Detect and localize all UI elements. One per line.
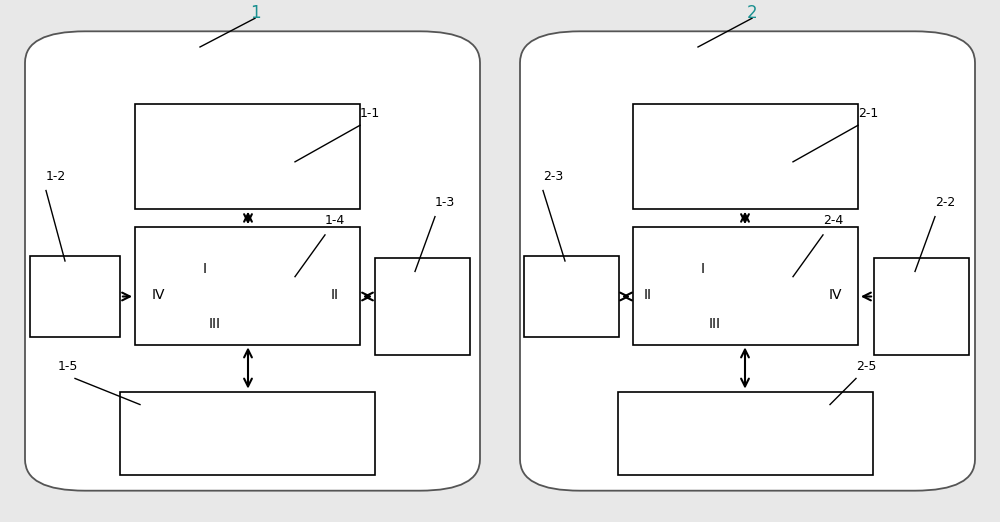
Text: 2-2: 2-2 xyxy=(935,196,955,209)
Bar xyxy=(633,227,858,345)
Text: 1-2: 1-2 xyxy=(46,170,66,183)
Text: III: III xyxy=(209,317,221,330)
Text: II: II xyxy=(331,288,339,302)
Bar xyxy=(874,258,969,355)
Bar xyxy=(135,227,360,345)
Text: II: II xyxy=(644,288,652,302)
Text: 2: 2 xyxy=(747,4,757,22)
Text: 1-3: 1-3 xyxy=(435,196,455,209)
Bar xyxy=(375,258,470,355)
Bar xyxy=(633,104,858,209)
Text: 1: 1 xyxy=(250,4,260,22)
FancyBboxPatch shape xyxy=(520,31,975,491)
Text: III: III xyxy=(709,317,721,330)
Bar xyxy=(524,256,619,337)
Text: I: I xyxy=(203,262,207,276)
Bar xyxy=(135,104,360,209)
Bar xyxy=(30,256,120,337)
Text: 1-5: 1-5 xyxy=(58,360,78,373)
Text: 2-3: 2-3 xyxy=(543,170,563,183)
Text: I: I xyxy=(701,262,705,276)
Text: 1-4: 1-4 xyxy=(325,214,345,227)
Bar xyxy=(120,392,375,475)
Text: 2-5: 2-5 xyxy=(856,360,876,373)
FancyBboxPatch shape xyxy=(25,31,480,491)
Text: 1-1: 1-1 xyxy=(360,107,380,120)
Text: 2-1: 2-1 xyxy=(858,107,878,120)
Bar xyxy=(618,392,873,475)
Text: IV: IV xyxy=(828,288,842,302)
Text: 2-4: 2-4 xyxy=(823,214,843,227)
Text: IV: IV xyxy=(151,288,165,302)
